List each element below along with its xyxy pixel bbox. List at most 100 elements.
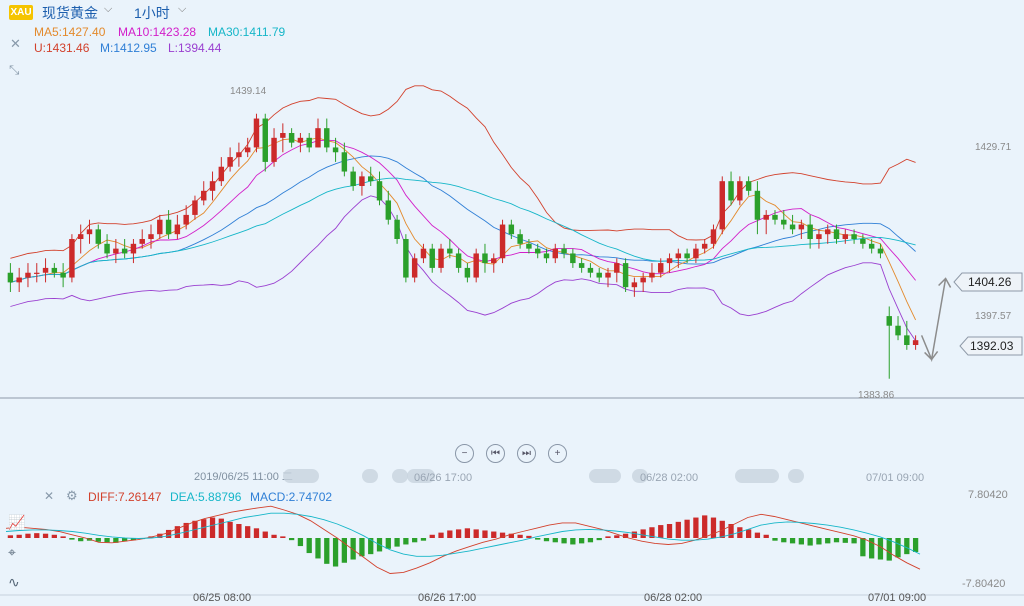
macd-bar [332,538,339,567]
candle-body [218,166,225,182]
macd-bar [851,538,857,544]
high-price-label: 1439.14 [230,86,267,97]
pulse-icon[interactable]: ∿ [8,574,20,590]
ma10-label: MA10:1423.28 [118,25,197,39]
macd-bar [737,527,743,538]
macd-bar [122,538,128,542]
macd-bar [394,538,400,547]
overlay-time-label: 07/01 09:00 [866,472,924,484]
candle-body [438,248,444,268]
macd-bar [798,538,804,545]
candle-body [69,239,75,278]
macd-axis-bottom: -7.80420 [962,578,1005,590]
macd-bar [842,538,848,543]
chevron-down-icon[interactable]: ⌵ [178,3,187,15]
candle-body [403,239,409,278]
macd-bar [429,534,435,538]
macd-bar [262,531,268,538]
candle-body [658,263,664,273]
expand-icon[interactable]: ⤡ [9,62,20,77]
macd-bar [350,538,356,560]
ma5-label: MA5:1427.40 [34,25,106,39]
candle-body [429,248,435,268]
zoom-in-button[interactable]: + [548,444,567,463]
candle-body [16,277,22,283]
candle-body [148,234,154,239]
macd-bar [253,528,260,538]
draw-tool-icon[interactable]: ⌖ [8,544,16,560]
symbol-badge: XAU [9,5,33,20]
candle-body [77,234,84,239]
macd-dea-label: DEA:5.88796 [170,490,242,504]
candle-body [244,147,251,153]
previous-button[interactable]: ⏮ [486,444,505,463]
candle-body [675,253,682,259]
zoom-out-button[interactable]: − [455,444,474,463]
macd-bar [368,538,374,555]
time-axis-label: 06/25 08:00 [193,592,251,604]
grid-lower-label: 1397.57 [975,311,1012,322]
macd-bar [130,538,137,541]
macd-bar [209,517,216,538]
macd-bar [579,538,585,544]
symbol-selector[interactable]: 现货黄金 [42,5,98,21]
next-button[interactable]: ⏭ [517,444,536,463]
candle-body [280,133,286,138]
candle-body [508,224,515,235]
macd-bar [412,538,418,543]
candle-body [315,128,321,148]
candle-body [95,229,102,244]
candle-body [833,229,840,239]
candle-body [367,176,374,182]
macd-bar [236,524,242,538]
chart-tool-icon[interactable]: 📈 [8,514,26,530]
candle-body [781,219,787,225]
candle-body [34,272,40,274]
macd-bar [860,538,866,557]
time-marker-cluster [632,469,648,483]
macd-bar [165,529,172,538]
macd-bar [69,538,75,540]
time-marker-cluster [407,469,435,483]
candle-body [60,272,66,278]
candle-body [517,234,523,244]
macd-bar [447,530,453,538]
low-price-label: 1383.86 [858,390,895,401]
macd-bar [719,520,725,538]
target-price-label: 1404.26 [968,275,1012,289]
candle-body [649,272,655,278]
macd-bar [570,538,576,545]
macd-bar [693,517,699,538]
candle-body [113,248,119,254]
macd-bar [895,538,901,558]
candle-body [332,147,339,153]
macd-bar [324,538,330,564]
gear-icon[interactable]: ⚙ [66,488,78,503]
candle-body [139,239,145,244]
macd-bar [649,527,655,538]
candle-body [324,128,330,148]
macd-bar [113,538,119,543]
chevron-down-icon[interactable]: ⌵ [104,3,113,15]
candle-body [772,214,778,220]
candle-body [253,118,260,148]
time-marker-cluster [283,469,319,483]
macd-bar [596,538,602,541]
macd-diff-label: DIFF:7.26147 [88,490,162,504]
macd-bar [543,538,550,542]
candle-body [614,263,620,273]
macd-bar [271,534,277,538]
candle-body [341,152,348,172]
close-icon[interactable]: ✕ [10,36,21,51]
timeframe-selector[interactable]: 1小时 [134,5,170,21]
candle-body [350,171,356,186]
macd-bar [95,538,101,542]
candle-body [236,152,242,158]
time-axis-label: 06/26 17:00 [418,592,476,604]
macd-close-icon[interactable]: ✕ [44,489,55,503]
candle-body [728,181,734,201]
macd-bar [60,536,66,538]
candle-body [306,137,312,148]
macd-bar [877,538,884,560]
